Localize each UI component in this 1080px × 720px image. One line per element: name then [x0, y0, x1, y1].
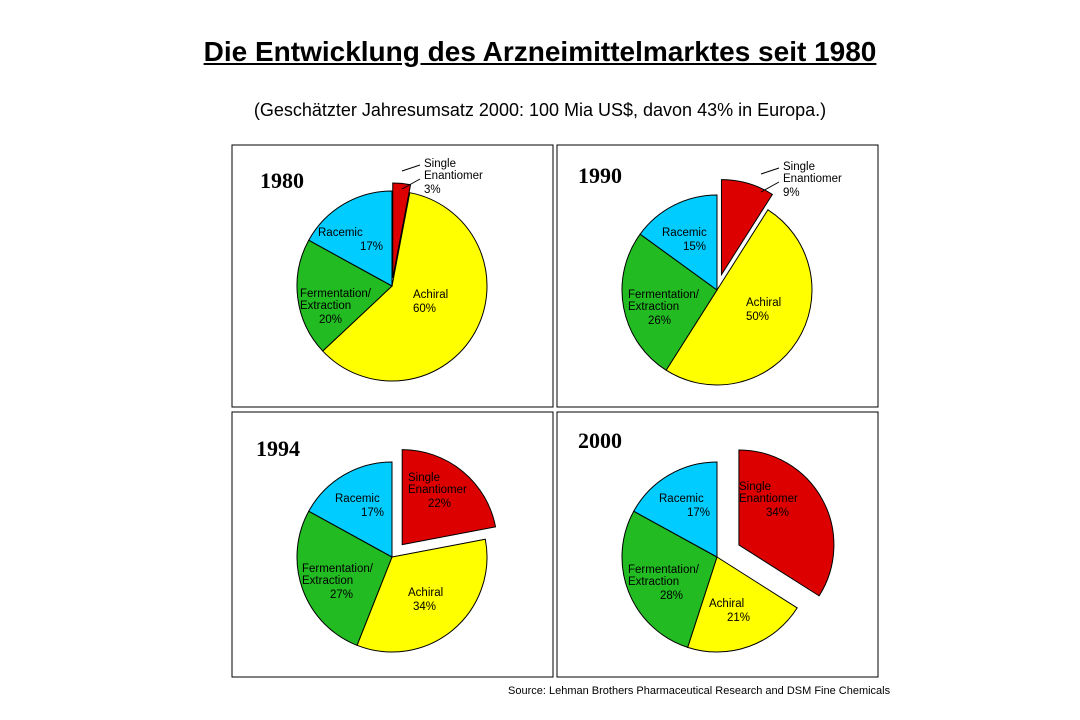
pie-chart-2000: 2000 Single Enantiomer 34% Achiral 21% Ferment… [556, 411, 879, 678]
chart-panel-frame [556, 144, 879, 408]
slice-label-achiral: Achiral 50% [746, 297, 781, 323]
pie-slice-fermentation-extraction [296, 510, 393, 646]
slice-label-single-enantiomer: Single Enantiomer 22% [408, 472, 467, 510]
slice-label-racemic: Racemic 15% [662, 227, 707, 253]
pie-slice-single-enantiomer [401, 449, 497, 546]
slice-percent-label: 17% [360, 241, 383, 253]
page-subtitle: (Geschätzter Jahresumsatz 2000: 100 Mia … [253, 100, 827, 120]
pie-slice-achiral [322, 192, 488, 382]
pie-slice-fermentation-extraction [296, 239, 393, 352]
slice-percent-label: 26% [648, 315, 671, 327]
slice-percent-label: 15% [683, 241, 706, 253]
slice-percent-label: 20% [319, 314, 342, 326]
source-note: Source: Lehman Brothers Pharmaceutical R… [508, 685, 891, 697]
chart-year-title: 1980 [260, 168, 304, 193]
slice-label-fermentation-extraction: Fermentation/Extraction 28% [628, 564, 700, 602]
slice-percent-label: 22% [428, 498, 451, 510]
slice-percent-label: 17% [361, 507, 384, 519]
pie-chart-1990: 1990 Single Enantiomer 9% Achiral 50% Fermenta… [556, 144, 879, 408]
pie-slice-racemic [633, 461, 718, 558]
pie-slice-achiral [665, 209, 813, 386]
pie-chart-1994: 1994 Single Enantiomer 22% Achiral 34% Ferment… [231, 411, 554, 678]
slice-percent-label: 60% [413, 303, 436, 315]
slice-label-single-enantiomer: Single Enantiomer 9% [783, 161, 842, 199]
slice-label-fermentation-extraction: Fermentation/Extraction 27% [302, 563, 374, 601]
leader-line [401, 164, 421, 172]
pie-slice-achiral [687, 556, 798, 653]
chart-year-title: 1994 [256, 436, 300, 461]
slice-percent-label: 34% [766, 507, 789, 519]
leader-line [401, 178, 421, 190]
slice-percent-label: 34% [413, 601, 436, 613]
slice-label-achiral: Achiral 34% [408, 587, 443, 613]
pie-slice-racemic [308, 190, 393, 287]
slice-percent-label: 50% [746, 311, 769, 323]
slice-percent-label: 3% [424, 184, 441, 196]
leader-line [760, 167, 780, 175]
slice-label-fermentation-extraction: Fermentation/Extraction 26% [628, 289, 700, 327]
slice-label-single-enantiomer: Single Enantiomer 3% [424, 158, 483, 196]
slice-percent-label: 21% [727, 612, 750, 624]
pie-slice-racemic [308, 461, 393, 558]
pie-slice-fermentation-extraction [621, 233, 718, 371]
pie-slice-single-enantiomer [720, 179, 774, 277]
slice-percent-label: 9% [783, 187, 800, 199]
slice-percent-label: 28% [660, 590, 683, 602]
page-title: Die Entwicklung des Arzneimittelmarktes … [203, 36, 877, 67]
slice-label-achiral: Achiral 21% [709, 598, 750, 624]
chart-year-title: 2000 [578, 428, 622, 453]
pie-slice-fermentation-extraction [621, 510, 718, 648]
pie-slice-achiral [356, 538, 488, 653]
chart-panel-frame [231, 144, 554, 408]
slice-label-racemic: Racemic 17% [659, 493, 710, 519]
slice-label-achiral: Achiral 60% [413, 289, 448, 315]
slice-label-racemic: Racemic 17% [318, 227, 383, 253]
chart-year-title: 1990 [578, 163, 622, 188]
chart-panel-frame [556, 411, 879, 678]
slice-label-single-enantiomer: Single Enantiomer 34% [739, 481, 798, 519]
pie-slice-racemic [639, 194, 718, 291]
pie-chart-1980: 1980 Single Enantiomer 3% Achiral 60% Fermenta… [231, 144, 554, 408]
slice-percent-label: 17% [687, 507, 710, 519]
pie-slice-single-enantiomer [738, 449, 835, 597]
leader-line [760, 181, 780, 193]
chart-panel-frame [231, 411, 554, 678]
slice-percent-label: 27% [330, 589, 353, 601]
slice-label-racemic: Racemic 17% [335, 493, 384, 519]
slice-label-fermentation-extraction: Fermentation/Extraction 20% [300, 288, 372, 326]
